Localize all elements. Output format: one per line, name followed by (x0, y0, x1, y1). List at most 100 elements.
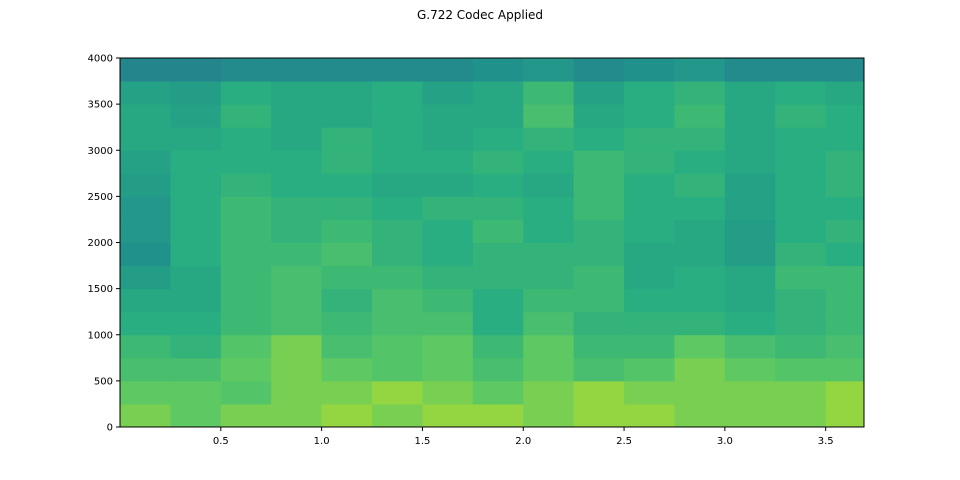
heatmap-cell (422, 334, 474, 359)
heatmap-cell (825, 104, 865, 128)
heatmap-cell (775, 242, 827, 267)
heatmap-cell (624, 380, 675, 405)
heatmap-cell (825, 81, 865, 105)
heatmap-cell (120, 127, 171, 151)
heatmap-cell (472, 173, 524, 197)
heatmap-cell (674, 288, 726, 313)
heatmap-cell (170, 127, 222, 151)
heatmap-cell (271, 150, 323, 174)
heatmap-cell (674, 403, 726, 428)
heatmap-cell (372, 311, 423, 336)
heatmap-cell (523, 104, 575, 128)
heatmap-cell (523, 150, 575, 174)
heatmap-cell (674, 127, 726, 151)
heatmap-cell (624, 196, 675, 220)
heatmap-cell (321, 150, 373, 174)
heatmap-cell (372, 196, 423, 220)
heatmap-cell (624, 403, 675, 428)
heatmap-cell (472, 380, 524, 405)
heatmap-cell (573, 150, 625, 174)
heatmap-cell (220, 219, 272, 243)
heatmap-cell (775, 219, 827, 243)
heatmap-cell (523, 265, 575, 290)
heatmap-cell (624, 288, 675, 313)
heatmap-cell (775, 265, 827, 290)
heatmap-cell (674, 104, 726, 128)
heatmap-cell (422, 196, 474, 220)
heatmap-cell (271, 104, 323, 128)
heatmap-cell (472, 196, 524, 220)
heatmap-cell (321, 127, 373, 151)
heatmap-cell (472, 58, 524, 82)
heatmap-cell (271, 242, 323, 267)
heatmap-cell (422, 380, 474, 405)
heatmap-cell (372, 380, 423, 405)
heatmap-cell (573, 403, 625, 428)
heatmap-cell (120, 173, 171, 197)
heatmap-cell (321, 173, 373, 197)
heatmap-cell (422, 265, 474, 290)
heatmap-cell (271, 357, 323, 382)
heatmap-cell (271, 403, 323, 428)
heatmap-cell (321, 58, 373, 82)
heatmap-cell (775, 173, 827, 197)
heatmap-cell (724, 334, 776, 359)
heatmap-cell (220, 127, 272, 151)
heatmap-cell (120, 311, 171, 336)
heatmap-cell (170, 265, 222, 290)
heatmap-cell (523, 334, 575, 359)
heatmap-cell (120, 403, 171, 428)
heatmap-cell (220, 104, 272, 128)
heatmap-cell (523, 403, 575, 428)
heatmap-cell (724, 81, 776, 105)
y-tick-label: 2500 (88, 192, 113, 203)
heatmap-cell (523, 311, 575, 336)
heatmap-cell (724, 265, 776, 290)
heatmap-cell (422, 104, 474, 128)
heatmap-cell (573, 173, 625, 197)
heatmap-cell (422, 357, 474, 382)
heatmap-cell (170, 334, 222, 359)
heatmap-cell (321, 265, 373, 290)
heatmap-cell (170, 357, 222, 382)
heatmap-cell (674, 357, 726, 382)
heatmap-cell (624, 81, 675, 105)
heatmap-cell (372, 288, 423, 313)
heatmap-cell (120, 219, 171, 243)
heatmap-cell (825, 196, 865, 220)
heatmap-cell (523, 219, 575, 243)
heatmap-cell (220, 196, 272, 220)
heatmap-cell (372, 127, 423, 151)
heatmap-cell (775, 311, 827, 336)
heatmap-cell (674, 242, 726, 267)
heatmap-cell (523, 127, 575, 151)
heatmap-cell (523, 380, 575, 405)
heatmap-cell (724, 380, 776, 405)
heatmap-cell (674, 380, 726, 405)
heatmap-cell (674, 150, 726, 174)
heatmap-cell (372, 403, 423, 428)
heatmap-cell (573, 104, 625, 128)
heatmap-cell (170, 58, 222, 82)
heatmap-cell (724, 104, 776, 128)
heatmap-cell (573, 357, 625, 382)
heatmap-cell (422, 127, 474, 151)
heatmap-cell (170, 196, 222, 220)
heatmap-cell (321, 81, 373, 105)
y-tick-label: 2000 (88, 238, 113, 249)
heatmap-cell (674, 219, 726, 243)
heatmap-cell (472, 127, 524, 151)
heatmap-cell (724, 403, 776, 428)
heatmap-cell (120, 58, 171, 82)
heatmap-cell (170, 219, 222, 243)
heatmap-cell (120, 380, 171, 405)
heatmap-cell (523, 81, 575, 105)
heatmap-cell (775, 81, 827, 105)
heatmap-cell (120, 334, 171, 359)
chart-title: G.722 Codec Applied (416, 8, 544, 22)
heatmap-cell (422, 173, 474, 197)
heatmap-cell (825, 219, 865, 243)
heatmap-cell (422, 219, 474, 243)
heatmap-cell (321, 242, 373, 267)
